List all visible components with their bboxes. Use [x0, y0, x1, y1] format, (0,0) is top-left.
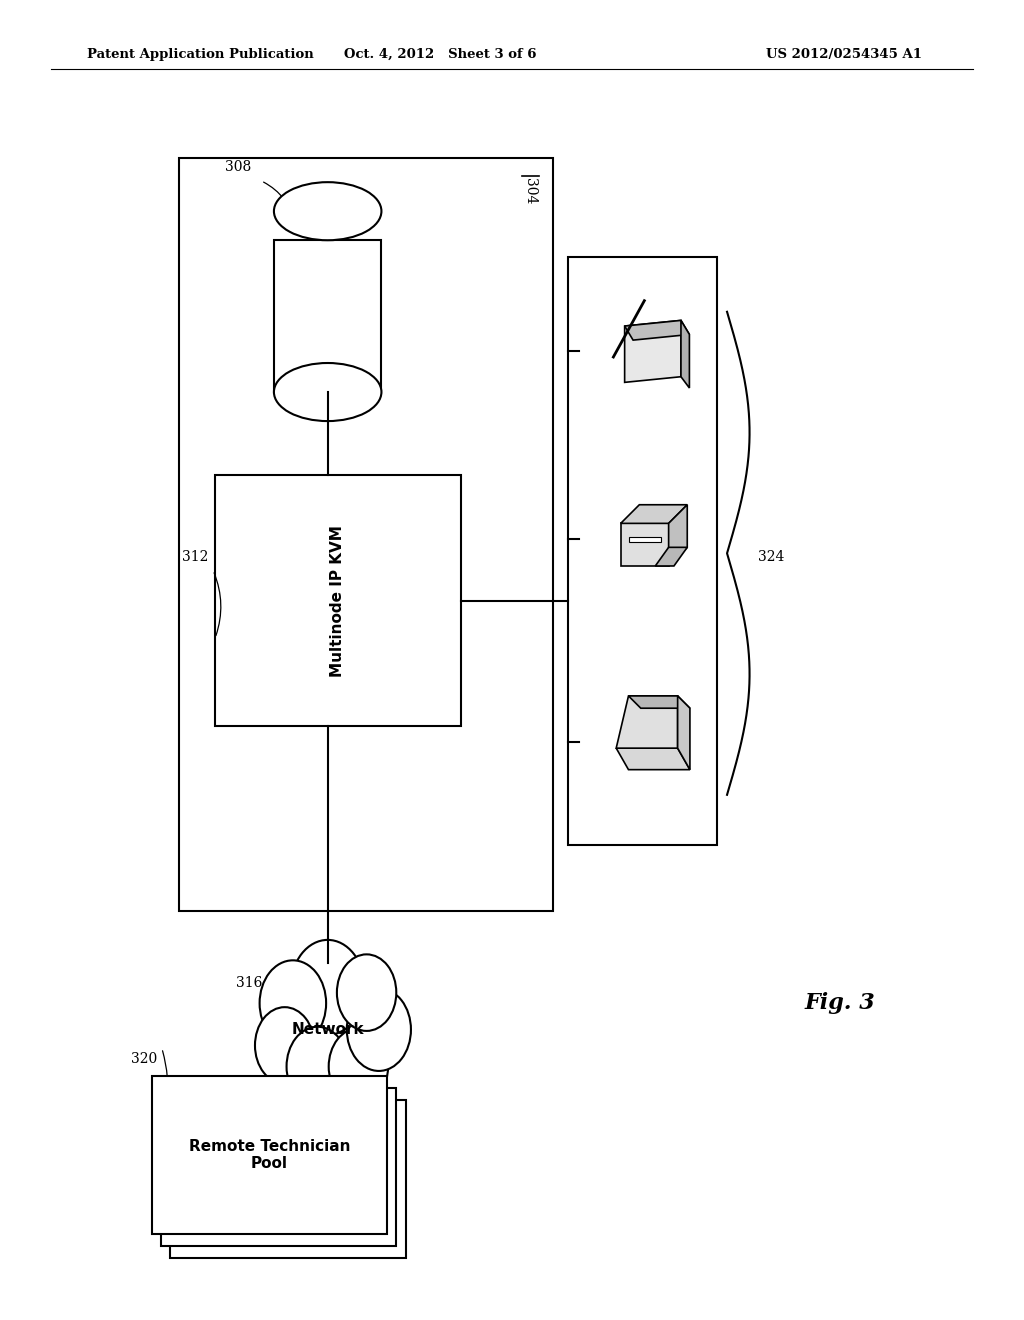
Text: Remote Technician
Pool: Remote Technician Pool	[188, 1139, 350, 1171]
Bar	[170, 1100, 406, 1258]
Circle shape	[329, 1028, 388, 1105]
Polygon shape	[621, 523, 669, 566]
Polygon shape	[625, 321, 689, 341]
Bar	[274, 240, 381, 392]
Circle shape	[347, 989, 411, 1071]
Circle shape	[287, 1027, 348, 1106]
Polygon shape	[616, 696, 678, 748]
Text: Multinode IP KVM: Multinode IP KVM	[331, 524, 345, 677]
Bar	[161, 1088, 396, 1246]
Polygon shape	[629, 696, 690, 709]
Text: Fig. 3: Fig. 3	[804, 993, 876, 1014]
Polygon shape	[669, 504, 687, 566]
Text: 324: 324	[758, 550, 784, 564]
Text: 312: 312	[182, 550, 209, 564]
Polygon shape	[681, 321, 689, 388]
Ellipse shape	[274, 182, 381, 240]
Polygon shape	[655, 548, 687, 566]
Text: 316: 316	[236, 977, 262, 990]
Bar	[152, 1076, 387, 1234]
Text: Oct. 4, 2012   Sheet 3 of 6: Oct. 4, 2012 Sheet 3 of 6	[344, 48, 537, 61]
Text: 320: 320	[131, 1052, 158, 1065]
Circle shape	[260, 961, 326, 1045]
Text: US 2012/0254345 A1: US 2012/0254345 A1	[766, 48, 922, 61]
Polygon shape	[625, 321, 681, 383]
Polygon shape	[616, 748, 690, 770]
Ellipse shape	[274, 363, 381, 421]
Bar	[179, 158, 553, 911]
Circle shape	[291, 940, 365, 1035]
Polygon shape	[678, 696, 690, 770]
Text: Network: Network	[292, 1022, 364, 1038]
Bar	[215, 475, 461, 726]
Polygon shape	[621, 504, 687, 523]
Text: Patent Application Publication: Patent Application Publication	[87, 48, 313, 61]
Text: 308: 308	[225, 160, 252, 174]
Circle shape	[255, 1007, 314, 1084]
Bar	[568, 257, 717, 845]
Circle shape	[337, 954, 396, 1031]
Polygon shape	[629, 537, 660, 543]
Text: 304: 304	[523, 178, 538, 205]
